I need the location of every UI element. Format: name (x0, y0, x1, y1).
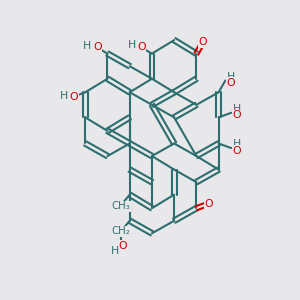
Text: H: H (128, 40, 136, 50)
Text: H: H (227, 72, 235, 82)
Text: O: O (199, 37, 208, 47)
Text: O: O (137, 42, 146, 52)
Text: O: O (118, 241, 127, 250)
Text: CH₂: CH₂ (112, 226, 130, 236)
Text: H: H (111, 246, 119, 256)
Text: O: O (70, 92, 78, 102)
Text: H: H (83, 40, 92, 50)
Text: O: O (233, 146, 242, 156)
Text: CH₃: CH₃ (112, 201, 130, 212)
Text: O: O (205, 199, 213, 208)
Text: H: H (60, 91, 68, 100)
Text: O: O (233, 110, 242, 120)
Text: O: O (227, 78, 236, 88)
Text: H: H (233, 104, 241, 114)
Text: H: H (233, 139, 241, 149)
Text: O: O (93, 42, 102, 52)
